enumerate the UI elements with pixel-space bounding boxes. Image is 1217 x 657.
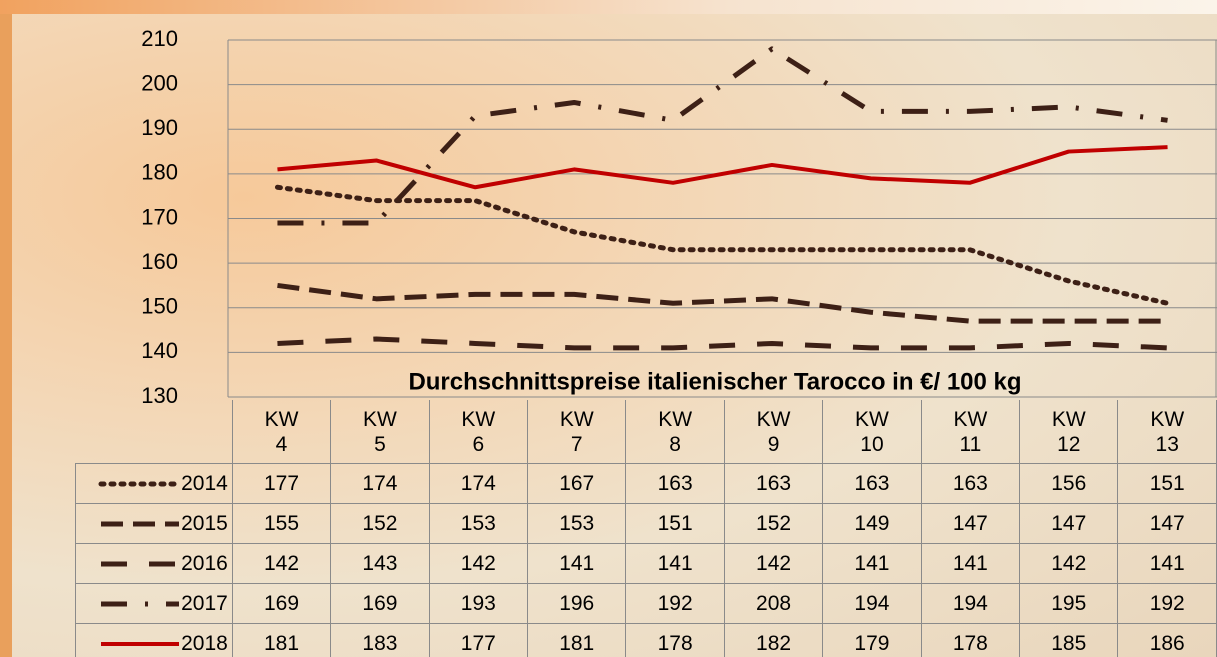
legend-cell: 2017 [76,584,233,624]
legend-cell: 2015 [76,504,233,544]
x-tick-label: KW 13 [1118,400,1217,464]
chart: Durchschnittspreise italienischer Tarocc… [0,0,1217,657]
value-cell: 151 [626,504,724,544]
value-cell: 178 [626,624,724,657]
legend-key [95,596,181,612]
value-cell: 208 [724,584,822,624]
legend-label: 2016 [181,552,228,575]
value-cell: 141 [823,544,921,584]
value-cell: 142 [1020,544,1118,584]
x-tick-label: KW 12 [1020,400,1118,464]
value-cell: 142 [232,544,330,584]
x-tick-label: KW 10 [823,400,921,464]
legend-cell: 2014 [76,464,233,504]
value-cell: 155 [232,504,330,544]
value-cell: 181 [232,624,330,657]
value-cell: 177 [232,464,330,504]
y-tick-label: 160 [141,249,178,274]
legend-label: 2014 [181,472,228,495]
value-cell: 174 [331,464,429,504]
series-line [277,147,1167,187]
series-line [277,187,1167,303]
value-cell: 142 [429,544,527,584]
x-tick-label: KW 11 [921,400,1019,464]
legend-key [95,636,181,652]
x-tick-label: KW 5 [331,400,429,464]
value-cell: 192 [1118,584,1217,624]
legend-label: 2018 [181,632,228,655]
value-cell: 153 [528,504,626,544]
value-cell: 147 [1118,504,1217,544]
chart-title: Durchschnittspreise italienischer Tarocc… [408,368,1021,395]
legend-label: 2017 [181,592,228,615]
value-cell: 141 [921,544,1019,584]
value-cell: 163 [626,464,724,504]
value-cell: 153 [429,504,527,544]
value-cell: 147 [921,504,1019,544]
x-tick-label: KW 4 [232,400,330,464]
value-cell: 163 [724,464,822,504]
x-tick-label: KW 8 [626,400,724,464]
legend-key [95,556,181,572]
legend-label: 2015 [181,512,228,535]
value-cell: 167 [528,464,626,504]
value-cell: 194 [921,584,1019,624]
value-cell: 141 [626,544,724,584]
value-cell: 174 [429,464,527,504]
value-cell: 149 [823,504,921,544]
blank-cell [76,400,233,464]
value-cell: 141 [528,544,626,584]
value-cell: 169 [331,584,429,624]
value-cell: 192 [626,584,724,624]
value-cell: 142 [724,544,822,584]
value-cell: 179 [823,624,921,657]
value-cell: 182 [724,624,822,657]
series-line [277,285,1167,321]
y-tick-label: 190 [141,115,178,140]
y-tick-label: 200 [141,70,178,95]
x-tick-label: KW 7 [528,400,626,464]
legend-key [95,516,181,532]
value-cell: 195 [1020,584,1118,624]
y-tick-label: 180 [141,160,178,185]
legend-cell: 2016 [76,544,233,584]
series-line [277,339,1167,348]
series-line [277,49,1167,223]
value-cell: 177 [429,624,527,657]
value-cell: 163 [823,464,921,504]
value-cell: 163 [921,464,1019,504]
value-cell: 141 [1118,544,1217,584]
value-cell: 196 [528,584,626,624]
value-cell: 152 [724,504,822,544]
value-cell: 143 [331,544,429,584]
value-cell: 147 [1020,504,1118,544]
value-cell: 181 [528,624,626,657]
legend-cell: 2018 [76,624,233,657]
y-tick-label: 170 [141,204,178,229]
y-tick-label: 150 [141,294,178,319]
value-cell: 185 [1020,624,1118,657]
value-cell: 151 [1118,464,1217,504]
value-cell: 169 [232,584,330,624]
value-cell: 186 [1118,624,1217,657]
value-cell: 194 [823,584,921,624]
value-cell: 156 [1020,464,1118,504]
legend-key [95,476,181,492]
x-tick-label: KW 6 [429,400,527,464]
x-tick-label: KW 9 [724,400,822,464]
value-cell: 183 [331,624,429,657]
value-cell: 193 [429,584,527,624]
value-cell: 178 [921,624,1019,657]
y-tick-label: 140 [141,338,178,363]
value-cell: 152 [331,504,429,544]
y-tick-label: 210 [141,26,178,51]
